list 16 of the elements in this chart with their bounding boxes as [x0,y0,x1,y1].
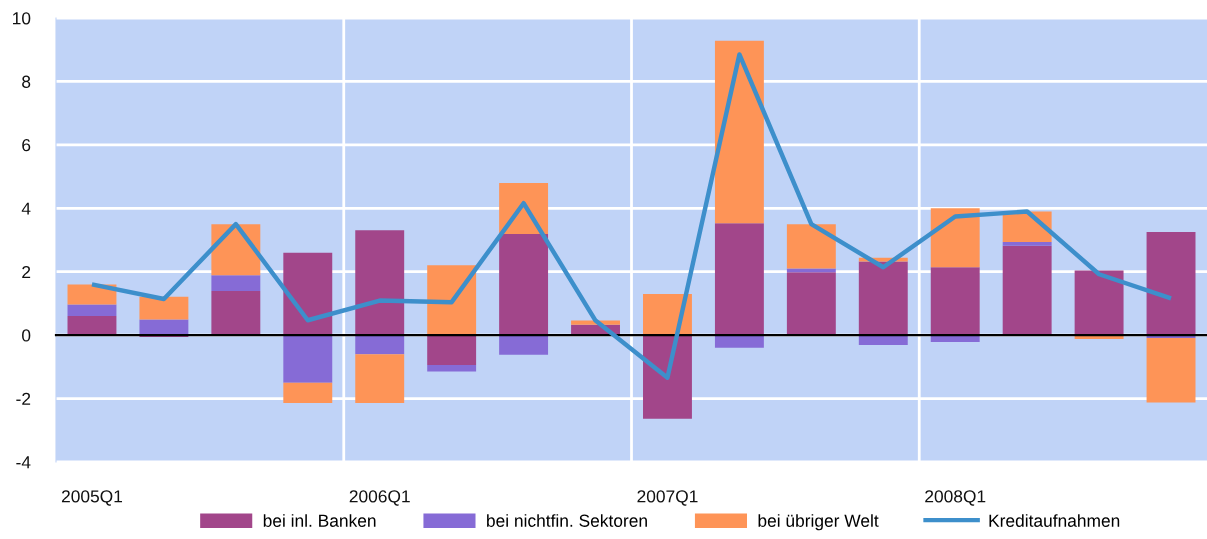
x-tick-label: 2007Q1 [637,490,698,506]
y-tick-label: 10 [13,12,31,25]
y-tick-label: -2 [16,392,31,405]
legend-label: bei nichtfin. Sektoren [487,514,647,527]
y-tick-label: 8 [22,75,31,88]
legend-label: bei übriger Welt [758,514,879,531]
x-tick-label: 2006Q1 [349,490,410,506]
y-tick-label: 0 [22,329,31,342]
x-tick-label: 2008Q1 [925,490,986,506]
y-tick-label: 4 [21,202,31,215]
y-tick-label: -4 [16,456,31,469]
x-tick-label: 2005Q1 [61,490,123,506]
y-tick-label: 6 [22,139,31,152]
legend-label: bei inl. Banken [263,514,376,527]
legend-label: Kreditaufnahmen [989,514,1120,527]
y-tick-label: 2 [22,265,31,279]
